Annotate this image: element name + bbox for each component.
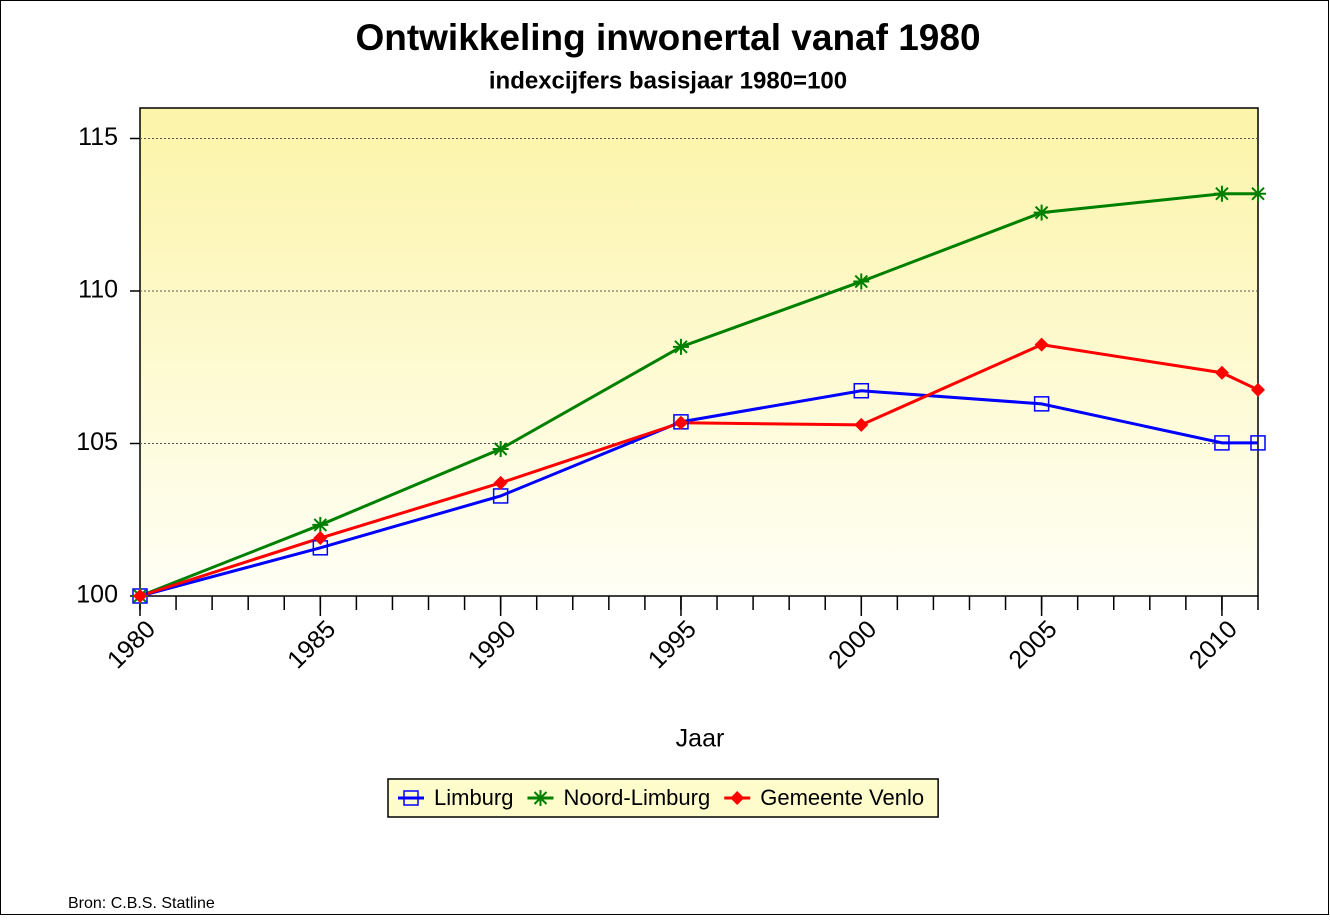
series-line [139,343,1259,598]
marker [854,417,869,432]
source: Bron: C.B.S. Statline [68,895,215,912]
marker [1213,185,1230,202]
legend-label: Gemeente Venlo [760,785,924,810]
legend-box [387,778,939,818]
y-tick-label: 105 [76,428,118,456]
marker [133,589,147,603]
series-line [139,192,1258,598]
marker [1033,204,1050,221]
marker [853,382,870,399]
marker [1214,435,1230,451]
marker [1214,365,1229,380]
marker [853,273,870,290]
legend-label: Limburg [434,785,513,810]
legend-marker [730,791,745,805]
marker [1250,185,1266,202]
chart-subtitle: indexcijfers basisjaar 1980=100 [489,67,847,94]
marker [1034,337,1049,352]
marker [1250,435,1266,451]
chart-title: Ontwikkeling inwonertal vanaf 1980 [355,17,980,58]
marker [492,440,509,457]
marker [1251,382,1265,397]
legend-marker [532,790,549,806]
plot-area [139,107,1259,597]
x-axis-label: Jaar [676,725,725,753]
marker [673,415,688,430]
marker [312,516,329,533]
marker [672,338,689,355]
series-line [139,389,1258,598]
legend-marker [403,790,419,806]
marker [1033,396,1050,412]
marker [313,531,328,546]
y-tick-label: 100 [76,581,118,609]
marker [493,475,508,490]
y-tick-label: 110 [78,276,118,304]
legend-label: Noord-Limburg [563,785,710,810]
legend: Limburg Noord-Limburg Gemeente Venlo [387,778,939,818]
y-tick-label: 115 [78,123,118,151]
